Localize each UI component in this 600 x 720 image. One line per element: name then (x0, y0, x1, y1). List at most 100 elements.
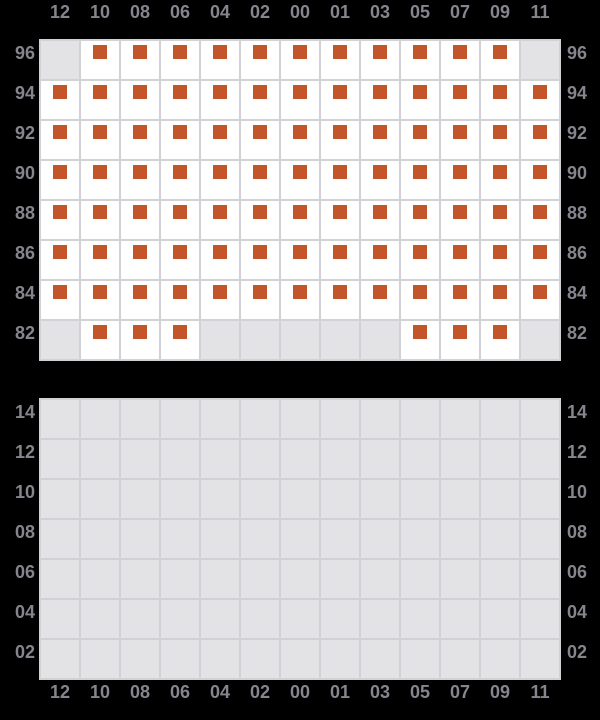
grid-cell-82-10[interactable] (81, 321, 119, 359)
grid-cell-82-07[interactable] (441, 321, 479, 359)
grid-cell-96-05[interactable] (401, 41, 439, 79)
grid-cell-88-11[interactable] (521, 201, 559, 239)
grid-cell-92-04[interactable] (201, 121, 239, 159)
grid-cell-14-03 (361, 400, 399, 438)
grid-cell-94-04[interactable] (201, 81, 239, 119)
grid-cell-96-03[interactable] (361, 41, 399, 79)
grid-cell-90-05[interactable] (401, 161, 439, 199)
grid-cell-10-00 (281, 480, 319, 518)
grid-cell-96-04[interactable] (201, 41, 239, 79)
grid-cell-90-12[interactable] (41, 161, 79, 199)
grid-cell-96-01[interactable] (321, 41, 359, 79)
grid-cell-94-11[interactable] (521, 81, 559, 119)
grid-cell-94-08[interactable] (121, 81, 159, 119)
grid-cell-90-10[interactable] (81, 161, 119, 199)
grid-cell-94-05[interactable] (401, 81, 439, 119)
grid-cell-88-05[interactable] (401, 201, 439, 239)
grid-cell-90-11[interactable] (521, 161, 559, 199)
grid-cell-94-03[interactable] (361, 81, 399, 119)
grid-cell-88-00[interactable] (281, 201, 319, 239)
grid-cell-84-00[interactable] (281, 281, 319, 319)
grid-cell-96-06[interactable] (161, 41, 199, 79)
grid-cell-88-10[interactable] (81, 201, 119, 239)
grid-cell-82-09[interactable] (481, 321, 519, 359)
grid-cell-90-03[interactable] (361, 161, 399, 199)
grid-cell-84-04[interactable] (201, 281, 239, 319)
grid-cell-94-00[interactable] (281, 81, 319, 119)
grid-cell-94-10[interactable] (81, 81, 119, 119)
grid-cell-92-12[interactable] (41, 121, 79, 159)
grid-cell-96-07[interactable] (441, 41, 479, 79)
grid-cell-94-12[interactable] (41, 81, 79, 119)
grid-cell-86-10[interactable] (81, 241, 119, 279)
grid-cell-90-02[interactable] (241, 161, 279, 199)
grid-cell-86-00[interactable] (281, 241, 319, 279)
grid-cell-86-04[interactable] (201, 241, 239, 279)
grid-cell-86-07[interactable] (441, 241, 479, 279)
grid-cell-96-00[interactable] (281, 41, 319, 79)
grid-cell-88-09[interactable] (481, 201, 519, 239)
grid-cell-82-05[interactable] (401, 321, 439, 359)
grid-cell-92-07[interactable] (441, 121, 479, 159)
grid-cell-86-09[interactable] (481, 241, 519, 279)
grid-cell-86-03[interactable] (361, 241, 399, 279)
grid-cell-84-08[interactable] (121, 281, 159, 319)
grid-cell-04-12 (41, 600, 79, 638)
grid-cell-92-10[interactable] (81, 121, 119, 159)
grid-cell-92-01[interactable] (321, 121, 359, 159)
availability-marker-icon (293, 205, 307, 219)
grid-cell-88-04[interactable] (201, 201, 239, 239)
grid-cell-92-06[interactable] (161, 121, 199, 159)
grid-cell-86-12[interactable] (41, 241, 79, 279)
grid-cell-88-02[interactable] (241, 201, 279, 239)
grid-cell-88-03[interactable] (361, 201, 399, 239)
grid-cell-88-08[interactable] (121, 201, 159, 239)
grid-cell-92-02[interactable] (241, 121, 279, 159)
grid-cell-90-07[interactable] (441, 161, 479, 199)
grid-cell-84-07[interactable] (441, 281, 479, 319)
grid-cell-94-07[interactable] (441, 81, 479, 119)
grid-cell-84-03[interactable] (361, 281, 399, 319)
grid-cell-96-02[interactable] (241, 41, 279, 79)
grid-cell-96-10[interactable] (81, 41, 119, 79)
grid-cell-84-05[interactable] (401, 281, 439, 319)
grid-cell-90-06[interactable] (161, 161, 199, 199)
grid-cell-84-09[interactable] (481, 281, 519, 319)
grid-cell-82-06[interactable] (161, 321, 199, 359)
grid-cell-84-01[interactable] (321, 281, 359, 319)
grid-cell-86-08[interactable] (121, 241, 159, 279)
grid-cell-92-00[interactable] (281, 121, 319, 159)
grid-cell-84-11[interactable] (521, 281, 559, 319)
grid-cell-94-09[interactable] (481, 81, 519, 119)
grid-cell-86-11[interactable] (521, 241, 559, 279)
grid-cell-84-10[interactable] (81, 281, 119, 319)
grid-cell-86-06[interactable] (161, 241, 199, 279)
grid-cell-96-08[interactable] (121, 41, 159, 79)
grid-cell-86-02[interactable] (241, 241, 279, 279)
grid-cell-84-06[interactable] (161, 281, 199, 319)
grid-cell-88-12[interactable] (41, 201, 79, 239)
grid-cell-92-09[interactable] (481, 121, 519, 159)
grid-cell-82-08[interactable] (121, 321, 159, 359)
grid-cell-96-09[interactable] (481, 41, 519, 79)
grid-cell-88-01[interactable] (321, 201, 359, 239)
grid-cell-90-09[interactable] (481, 161, 519, 199)
grid-cell-84-12[interactable] (41, 281, 79, 319)
grid-cell-84-02[interactable] (241, 281, 279, 319)
grid-cell-86-01[interactable] (321, 241, 359, 279)
grid-cell-90-00[interactable] (281, 161, 319, 199)
grid-cell-86-05[interactable] (401, 241, 439, 279)
grid-cell-90-04[interactable] (201, 161, 239, 199)
grid-cell-90-01[interactable] (321, 161, 359, 199)
grid-cell-94-06[interactable] (161, 81, 199, 119)
grid-cell-94-02[interactable] (241, 81, 279, 119)
grid-cell-94-01[interactable] (321, 81, 359, 119)
grid-cell-92-05[interactable] (401, 121, 439, 159)
grid-cell-88-07[interactable] (441, 201, 479, 239)
grid-cell-92-08[interactable] (121, 121, 159, 159)
row-label-right-82: 82 (567, 323, 588, 343)
grid-cell-92-11[interactable] (521, 121, 559, 159)
grid-cell-92-03[interactable] (361, 121, 399, 159)
grid-cell-90-08[interactable] (121, 161, 159, 199)
grid-cell-88-06[interactable] (161, 201, 199, 239)
